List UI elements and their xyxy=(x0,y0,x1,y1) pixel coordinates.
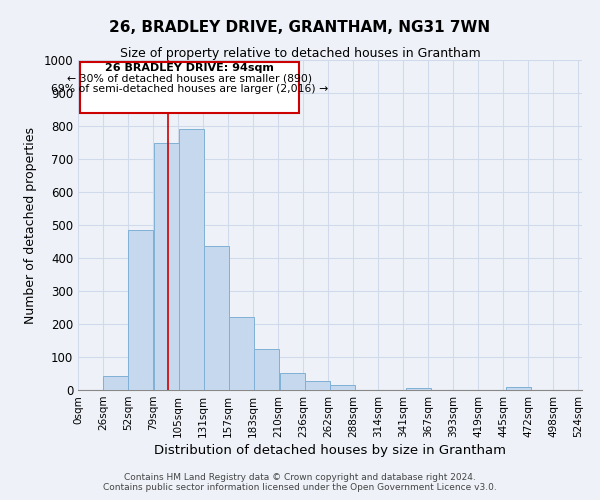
Text: ← 30% of detached houses are smaller (890): ← 30% of detached houses are smaller (89… xyxy=(67,73,312,83)
Bar xyxy=(305,381,330,390)
Y-axis label: Number of detached properties: Number of detached properties xyxy=(23,126,37,324)
FancyBboxPatch shape xyxy=(80,62,299,113)
X-axis label: Distribution of detached houses by size in Grantham: Distribution of detached houses by size … xyxy=(154,444,506,457)
Bar xyxy=(154,142,179,390)
Text: Contains HM Land Registry data © Crown copyright and database right 2024.: Contains HM Land Registry data © Crown c… xyxy=(124,474,476,482)
Text: 26 BRADLEY DRIVE: 94sqm: 26 BRADLEY DRIVE: 94sqm xyxy=(105,64,274,74)
Text: Size of property relative to detached houses in Grantham: Size of property relative to detached ho… xyxy=(119,48,481,60)
Bar xyxy=(179,130,204,390)
Bar xyxy=(330,386,355,390)
Text: 69% of semi-detached houses are larger (2,016) →: 69% of semi-detached houses are larger (… xyxy=(51,84,328,94)
Bar xyxy=(204,246,229,390)
Bar xyxy=(280,373,305,390)
Text: 26, BRADLEY DRIVE, GRANTHAM, NG31 7WN: 26, BRADLEY DRIVE, GRANTHAM, NG31 7WN xyxy=(109,20,491,35)
Bar xyxy=(254,349,279,390)
Bar xyxy=(128,230,153,390)
Bar xyxy=(103,376,128,390)
Text: Contains public sector information licensed under the Open Government Licence v3: Contains public sector information licen… xyxy=(103,484,497,492)
Bar xyxy=(229,318,254,390)
Bar xyxy=(406,388,431,390)
Bar xyxy=(506,388,531,390)
